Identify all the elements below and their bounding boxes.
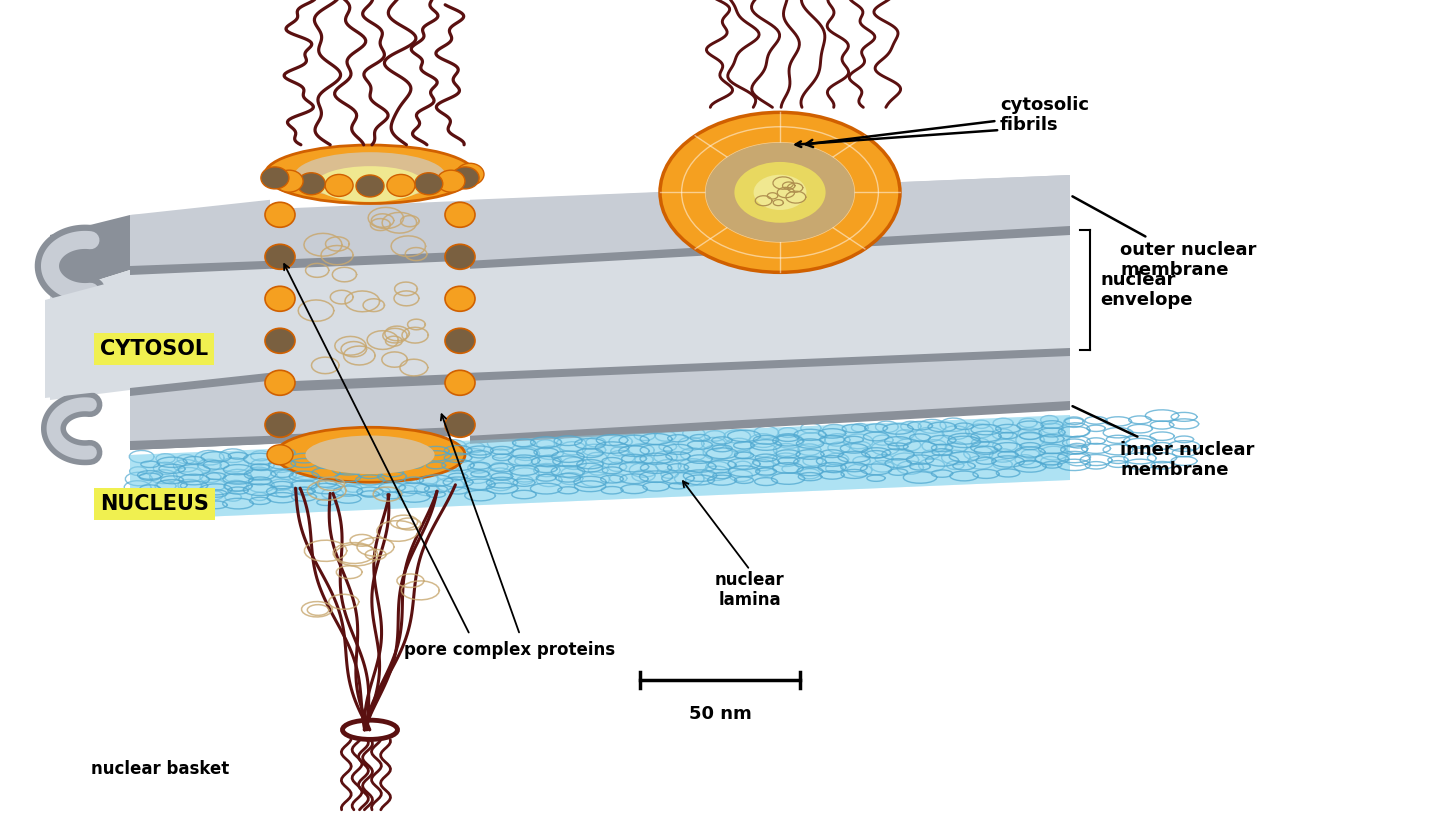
Ellipse shape [294,152,445,199]
Polygon shape [50,215,130,295]
Ellipse shape [265,244,295,270]
Polygon shape [45,276,135,398]
Ellipse shape [265,328,295,353]
Text: pore complex proteins: pore complex proteins [405,641,615,659]
Ellipse shape [753,175,806,210]
Polygon shape [130,375,271,445]
Polygon shape [130,230,1070,390]
Ellipse shape [275,170,302,192]
Polygon shape [469,350,1070,440]
Ellipse shape [261,167,289,189]
Ellipse shape [445,370,475,395]
Text: nuclear basket: nuclear basket [91,760,229,778]
Text: outer nuclear
membrane: outer nuclear membrane [1073,196,1256,279]
Polygon shape [469,175,1070,265]
Polygon shape [469,226,1070,269]
Ellipse shape [297,172,325,194]
Ellipse shape [265,370,295,395]
Ellipse shape [265,413,295,437]
Ellipse shape [265,203,295,227]
Ellipse shape [325,174,353,196]
Ellipse shape [275,427,465,482]
Text: CYTOSOL: CYTOSOL [99,339,209,359]
Ellipse shape [265,145,475,203]
Polygon shape [130,348,1070,398]
Polygon shape [130,226,1070,275]
Ellipse shape [265,286,295,311]
Polygon shape [130,373,271,396]
Ellipse shape [445,413,475,437]
Polygon shape [130,265,271,390]
Ellipse shape [436,170,465,192]
Ellipse shape [415,172,442,194]
Polygon shape [469,401,1070,444]
Ellipse shape [445,328,475,353]
Ellipse shape [734,162,825,223]
Polygon shape [130,415,1070,520]
Ellipse shape [315,166,425,202]
Ellipse shape [445,203,475,227]
Polygon shape [130,401,1070,450]
Text: nuclear
lamina: nuclear lamina [716,570,785,609]
Ellipse shape [387,174,415,196]
Ellipse shape [445,286,475,311]
Polygon shape [130,200,271,270]
Ellipse shape [445,244,475,270]
Ellipse shape [356,175,384,197]
Polygon shape [130,175,1070,270]
Ellipse shape [266,444,292,465]
Text: nuclear
envelope: nuclear envelope [1100,270,1192,310]
Text: inner nuclear
membrane: inner nuclear membrane [1073,406,1254,480]
Text: NUCLEUS: NUCLEUS [99,494,209,514]
Polygon shape [130,350,1070,445]
Ellipse shape [660,113,900,272]
Ellipse shape [456,163,484,185]
Ellipse shape [706,143,854,242]
Polygon shape [469,230,1070,375]
Text: cytosolic
fibrils: cytosolic fibrils [805,96,1089,147]
Polygon shape [130,435,271,450]
Polygon shape [50,270,130,400]
Polygon shape [469,348,1070,381]
Text: 50 nm: 50 nm [688,705,752,723]
Ellipse shape [305,435,435,474]
Ellipse shape [451,167,480,189]
Polygon shape [130,415,1070,520]
Polygon shape [130,261,271,275]
